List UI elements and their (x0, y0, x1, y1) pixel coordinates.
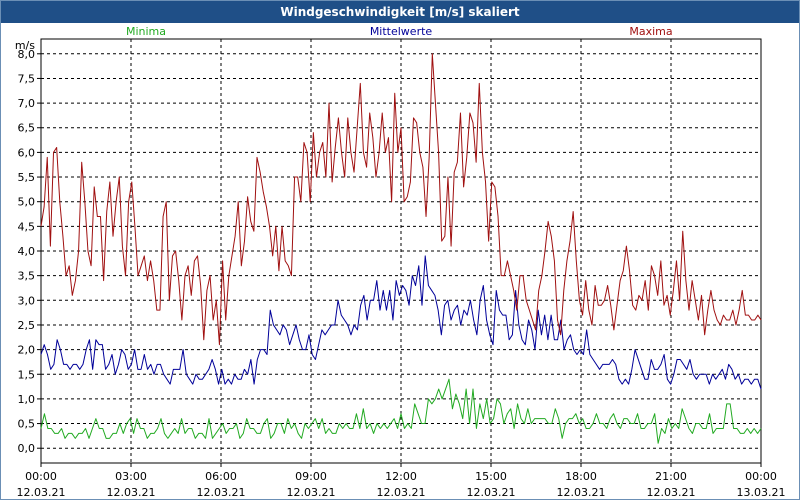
x-tick-date: 12.03.21 (467, 486, 516, 499)
x-tick-date: 12.03.21 (377, 486, 426, 499)
x-tick-date: 13.03.21 (737, 486, 786, 499)
y-tick-label: 0,5 (18, 418, 36, 431)
x-tick-time: 00:00 (745, 470, 777, 483)
legend-maxima: Maxima (629, 25, 672, 38)
y-axis-label: m/s (15, 39, 35, 52)
y-tick-label: 7,0 (18, 97, 36, 110)
x-tick-time: 03:00 (115, 470, 147, 483)
y-tick-label: 6,5 (18, 122, 36, 135)
x-tick-time: 06:00 (205, 470, 237, 483)
series-line-minima (40, 378, 762, 444)
y-tick-label: 7,5 (18, 72, 36, 85)
y-tick-label: 2,5 (18, 319, 36, 332)
x-tick-date: 12.03.21 (287, 486, 336, 499)
y-tick-label: 5,5 (18, 171, 36, 184)
x-tick-time: 21:00 (655, 470, 687, 483)
x-tick-time: 18:00 (565, 470, 597, 483)
series-line-mittelwerte (40, 255, 762, 390)
y-tick-label: 1,0 (18, 393, 36, 406)
y-tick-label: 3,5 (18, 270, 36, 283)
y-tick-label: 4,5 (18, 220, 36, 233)
x-tick-date: 12.03.21 (107, 486, 156, 499)
y-tick-label: 6,0 (18, 146, 36, 159)
x-tick-date: 12.03.21 (647, 486, 696, 499)
x-tick-date: 12.03.21 (17, 486, 66, 499)
legend-minima: Minima (126, 25, 166, 38)
y-tick-label: 3,0 (18, 294, 36, 307)
y-tick-label: 1,5 (18, 368, 36, 381)
series-line-maxima (40, 53, 762, 346)
y-tick-label: 5,0 (18, 196, 36, 209)
chart-title: Windgeschwindigkeit [m/s] skaliert (1, 1, 799, 23)
x-tick-time: 00:00 (25, 470, 57, 483)
x-tick-date: 12.03.21 (197, 486, 246, 499)
x-tick-time: 12:00 (385, 470, 417, 483)
y-tick-label: 8,0 (18, 48, 36, 61)
y-tick-label: 4,0 (18, 245, 36, 258)
x-tick-time: 15:00 (475, 470, 507, 483)
y-tick-label: 0,0 (18, 442, 36, 455)
y-tick-label: 2,0 (18, 344, 36, 357)
legend-mittelwerte: Mittelwerte (370, 25, 433, 38)
x-tick-date: 12.03.21 (557, 486, 606, 499)
x-tick-time: 09:00 (295, 470, 327, 483)
